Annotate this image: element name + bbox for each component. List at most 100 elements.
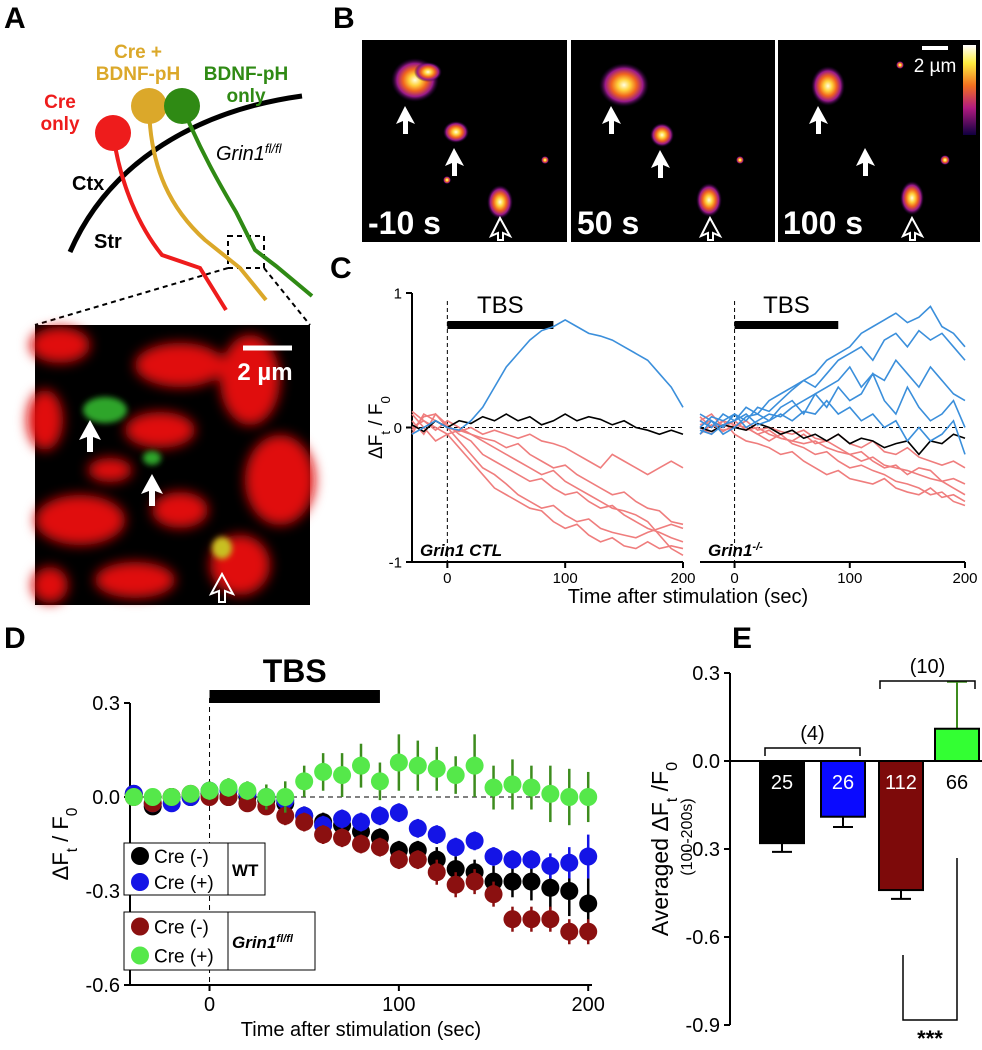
trace	[411, 412, 684, 543]
y-axis-label: Averaged ΔFt /F0	[647, 762, 681, 936]
time-lapse: -10 s 50 s 100 s 2 µm	[362, 40, 980, 242]
data-point	[389, 850, 408, 869]
data-point	[465, 756, 484, 775]
y-tick-label: 0	[394, 420, 402, 437]
data-point	[484, 847, 503, 866]
cortex-boundary	[67, 93, 303, 253]
trace	[699, 419, 966, 507]
data-point	[446, 838, 465, 857]
gene-name: Grin1	[216, 143, 265, 165]
arrow	[445, 148, 464, 176]
cell-group	[95, 88, 314, 312]
group-count: (10)	[910, 656, 946, 678]
data-point	[560, 853, 579, 872]
trace	[699, 371, 966, 429]
data-point	[295, 772, 314, 791]
legend-group-box	[227, 842, 266, 896]
trace	[699, 305, 966, 429]
legend-label: Cre (+)	[154, 947, 214, 968]
red-signal	[27, 327, 315, 603]
trace	[411, 413, 684, 476]
green-signal	[83, 397, 232, 559]
data-point	[427, 825, 446, 844]
gene-superscript: -/-	[752, 541, 763, 553]
legend-label: Cre (+)	[154, 873, 214, 894]
y-tick-label: -0.3	[86, 881, 120, 903]
y-axis-label: ΔFt / F0	[48, 808, 81, 881]
gene-superscript: fl/fl	[276, 933, 293, 945]
trace	[699, 413, 966, 496]
trace	[699, 419, 966, 485]
bar	[759, 760, 805, 845]
y-axis-note: (100-200s)	[679, 798, 696, 875]
data-point	[579, 788, 598, 806]
legend-marker	[131, 946, 149, 965]
zoom-line	[263, 267, 311, 326]
cell-body	[131, 88, 167, 124]
legend-marker	[131, 873, 149, 891]
gene-name: WT	[232, 861, 259, 880]
trace	[699, 416, 966, 503]
data-point	[522, 778, 541, 797]
bar-count: 66	[946, 772, 968, 794]
cell-label: BDNF-pH	[204, 64, 288, 85]
open-arrow	[208, 571, 236, 603]
data-point	[446, 766, 465, 785]
data-point	[484, 885, 503, 904]
arrow	[602, 106, 621, 134]
data-point	[333, 766, 352, 785]
data-point	[541, 910, 560, 929]
label-text: / F	[48, 816, 73, 848]
data-point	[370, 772, 389, 791]
data-point	[352, 813, 370, 832]
gene-suffix: CTL	[464, 541, 502, 560]
label-text: ΔF	[366, 435, 387, 459]
data-point	[446, 860, 465, 879]
y-tick-label: 0.3	[692, 663, 720, 685]
data-point	[238, 794, 257, 813]
x-axis-label: Time after stimulation (sec)	[568, 586, 808, 608]
data-point	[370, 806, 389, 825]
group-count: (4)	[800, 723, 824, 745]
data-point	[465, 831, 484, 850]
data-point	[314, 762, 333, 781]
time-label: 50 s	[577, 205, 639, 241]
y-tick-label: 0.3	[92, 693, 120, 715]
data-point	[238, 781, 257, 800]
gene-superscript: fl/fl	[265, 141, 283, 156]
trace	[699, 422, 966, 456]
panel-letter: A	[4, 2, 26, 35]
stimulus-bar	[209, 690, 380, 703]
stimulus-label: TBS	[477, 292, 524, 319]
cell-body	[95, 115, 131, 151]
arrow	[651, 150, 670, 178]
data-point	[389, 803, 408, 822]
trace	[699, 329, 966, 435]
cell-label: Cre +	[114, 42, 162, 63]
data-point	[579, 922, 598, 941]
y-tick-label: -0.9	[686, 1015, 720, 1037]
data-point	[257, 788, 276, 806]
trace	[699, 358, 966, 436]
significance-bracket	[902, 858, 958, 1021]
open-arrow	[900, 215, 925, 241]
colorbar	[963, 45, 976, 135]
legend-marker	[131, 917, 149, 936]
data-point	[408, 756, 427, 775]
legend-label: Cre (-)	[154, 918, 209, 939]
data-point	[276, 806, 295, 825]
stimulus-bar	[447, 321, 554, 329]
y-tick-label: 1	[394, 285, 402, 302]
arrow	[141, 474, 163, 506]
arrow	[856, 148, 875, 176]
data-point	[389, 753, 408, 772]
x-tick-label: 0	[443, 570, 451, 587]
puncta	[391, 58, 950, 219]
data-point	[276, 788, 295, 806]
data-point	[408, 850, 427, 869]
trace	[411, 413, 684, 550]
bar-count: 112	[885, 772, 917, 794]
data-point	[124, 788, 143, 806]
genotype-label: Grin1-/-	[708, 541, 763, 560]
